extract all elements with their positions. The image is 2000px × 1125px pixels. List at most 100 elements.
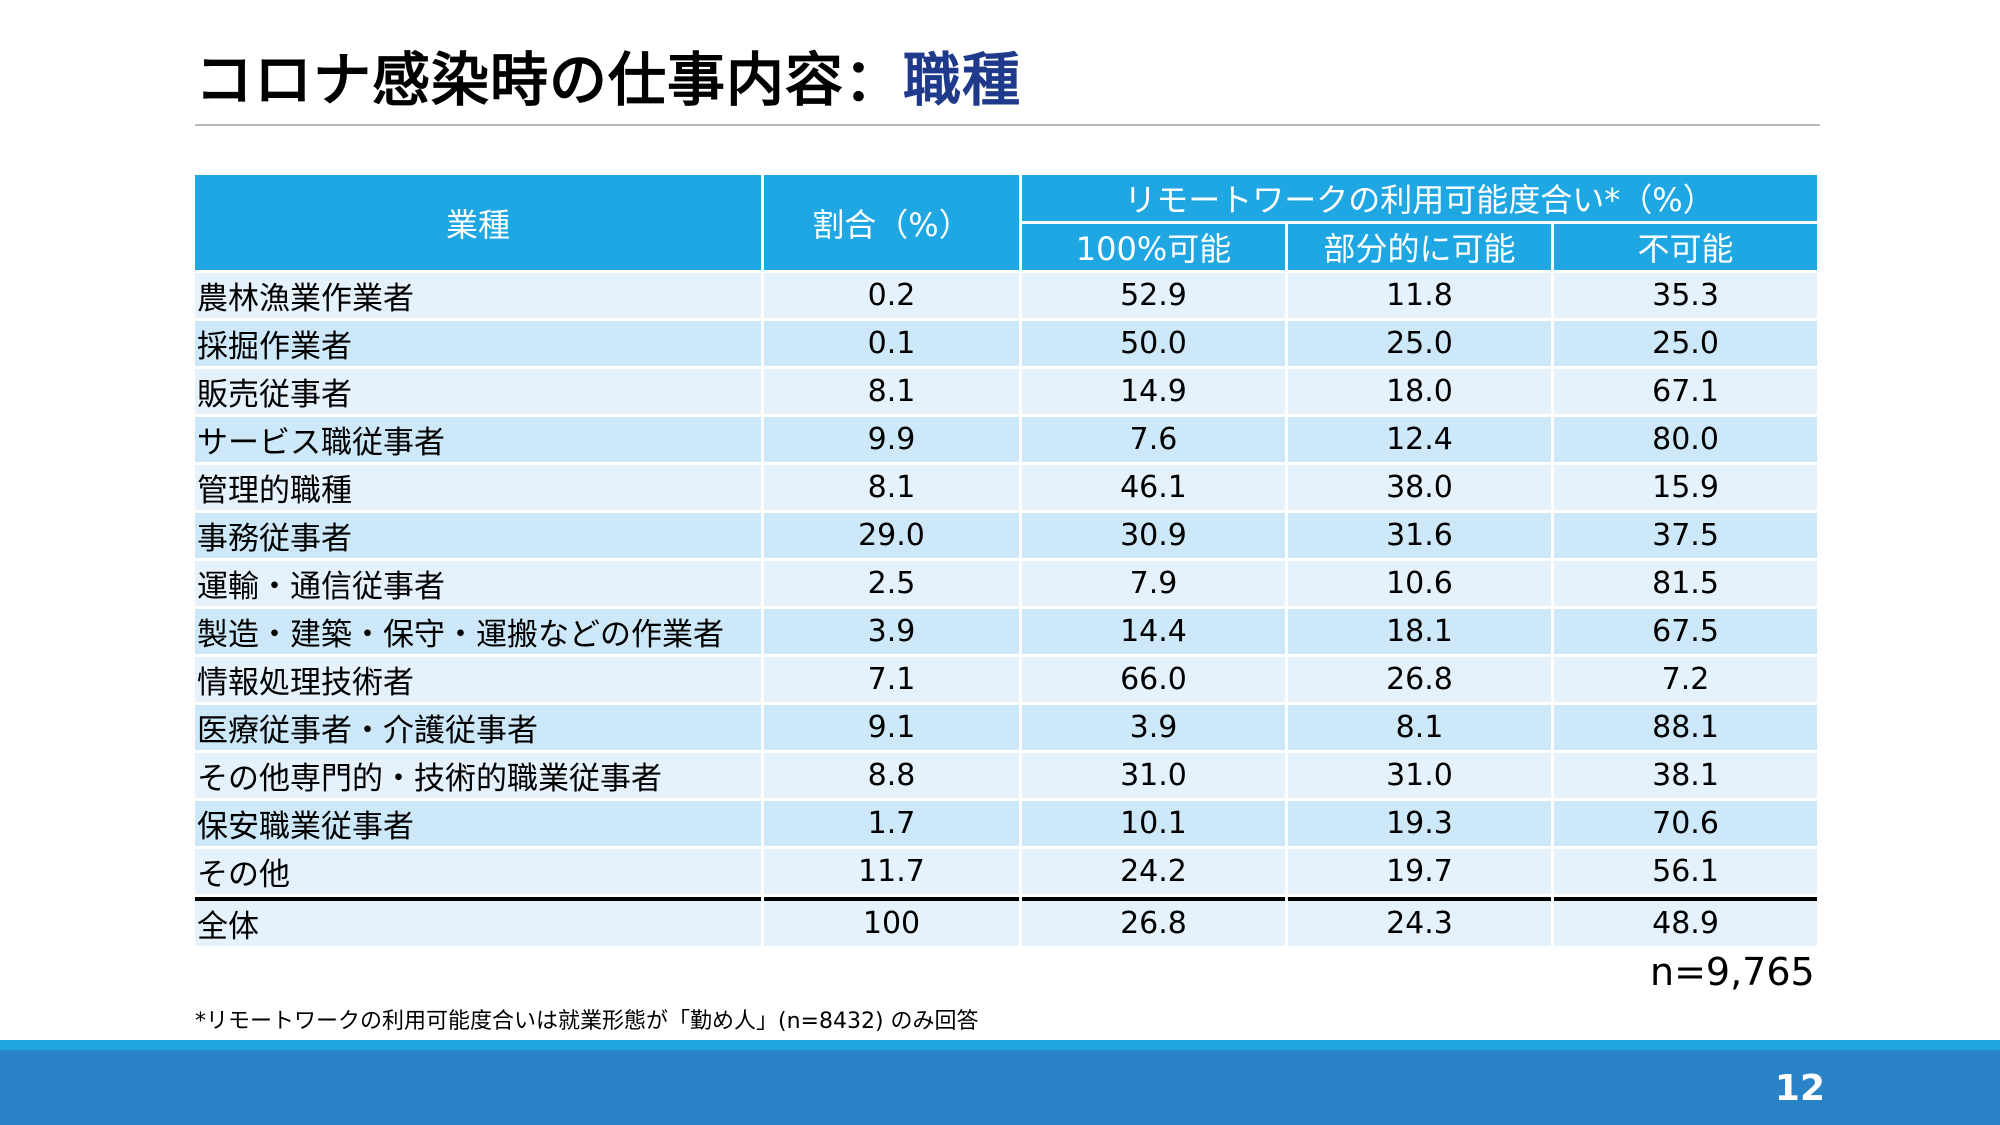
row-occupation: 事務従事者 xyxy=(195,513,761,558)
row-none: 70.6 xyxy=(1554,801,1818,846)
footer-accent-line xyxy=(0,1040,2000,1050)
row-partial: 12.4 xyxy=(1288,417,1551,462)
row-occupation: 情報処理技術者 xyxy=(195,657,761,702)
row-none: 67.1 xyxy=(1554,369,1818,414)
header-occupation: 業種 xyxy=(195,175,761,270)
row-full: 7.9 xyxy=(1022,561,1285,606)
table-row: 農林漁業作業者 0.2 52.9 11.8 35.3 xyxy=(195,273,1818,318)
table-row: サービス職従事者 9.9 7.6 12.4 80.0 xyxy=(195,417,1818,462)
row-occupation: 採掘作業者 xyxy=(195,321,761,366)
row-partial: 18.0 xyxy=(1288,369,1551,414)
header-none: 不可能 xyxy=(1554,224,1818,270)
row-ratio: 8.1 xyxy=(764,369,1019,414)
row-none: 7.2 xyxy=(1554,657,1818,702)
row-full: 10.1 xyxy=(1022,801,1285,846)
row-partial: 38.0 xyxy=(1288,465,1551,510)
row-partial: 11.8 xyxy=(1288,273,1551,318)
row-ratio: 0.1 xyxy=(764,321,1019,366)
row-partial: 24.3 xyxy=(1288,897,1551,946)
row-ratio: 100 xyxy=(764,897,1019,946)
row-occupation: 販売従事者 xyxy=(195,369,761,414)
row-ratio: 1.7 xyxy=(764,801,1019,846)
table-row: 販売従事者 8.1 14.9 18.0 67.1 xyxy=(195,369,1818,414)
footer-bar xyxy=(0,1050,2000,1125)
row-none: 37.5 xyxy=(1554,513,1818,558)
table-row-total: 全体 100 26.8 24.3 48.9 xyxy=(195,897,1818,946)
header-partial: 部分的に可能 xyxy=(1288,224,1551,270)
row-occupation: その他専門的・技術的職業従事者 xyxy=(195,753,761,798)
row-full: 14.4 xyxy=(1022,609,1285,654)
row-partial: 10.6 xyxy=(1288,561,1551,606)
row-full: 3.9 xyxy=(1022,705,1285,750)
table-row: 保安職業従事者 1.7 10.1 19.3 70.6 xyxy=(195,801,1818,846)
table-row: 事務従事者 29.0 30.9 31.6 37.5 xyxy=(195,513,1818,558)
header-full: 100%可能 xyxy=(1022,224,1285,270)
row-full: 30.9 xyxy=(1022,513,1285,558)
row-ratio: 7.1 xyxy=(764,657,1019,702)
table-row: その他 11.7 24.2 19.7 56.1 xyxy=(195,849,1818,894)
row-full: 31.0 xyxy=(1022,753,1285,798)
table-row: 管理的職種 8.1 46.1 38.0 15.9 xyxy=(195,465,1818,510)
row-ratio: 8.1 xyxy=(764,465,1019,510)
table-row: 運輸・通信従事者 2.5 7.9 10.6 81.5 xyxy=(195,561,1818,606)
row-none: 48.9 xyxy=(1554,897,1818,946)
row-full: 14.9 xyxy=(1022,369,1285,414)
row-ratio: 11.7 xyxy=(764,849,1019,894)
row-ratio: 8.8 xyxy=(764,753,1019,798)
row-partial: 31.6 xyxy=(1288,513,1551,558)
row-full: 24.2 xyxy=(1022,849,1285,894)
row-partial: 25.0 xyxy=(1288,321,1551,366)
row-occupation: 管理的職種 xyxy=(195,465,761,510)
occupation-table: 業種 割合（%） リモートワークの利用可能度合い*（%） 100%可能 部分的に… xyxy=(192,172,1820,949)
row-none: 81.5 xyxy=(1554,561,1818,606)
slide-title-main: コロナ感染時の仕事内容： xyxy=(195,46,904,114)
row-ratio: 2.5 xyxy=(764,561,1019,606)
row-none: 25.0 xyxy=(1554,321,1818,366)
row-occupation: 運輸・通信従事者 xyxy=(195,561,761,606)
row-partial: 31.0 xyxy=(1288,753,1551,798)
table-header: 業種 割合（%） リモートワークの利用可能度合い*（%） 100%可能 部分的に… xyxy=(195,175,1818,270)
page-number: 12 xyxy=(1774,1068,1825,1109)
table-row: 製造・建築・保守・運搬などの作業者 3.9 14.4 18.1 67.5 xyxy=(195,609,1818,654)
row-none: 80.0 xyxy=(1554,417,1818,462)
row-occupation: 全体 xyxy=(195,897,761,946)
row-none: 88.1 xyxy=(1554,705,1818,750)
header-remote-group: リモートワークの利用可能度合い*（%） xyxy=(1022,175,1818,221)
row-ratio: 9.9 xyxy=(764,417,1019,462)
row-occupation: 製造・建築・保守・運搬などの作業者 xyxy=(195,609,761,654)
row-partial: 8.1 xyxy=(1288,705,1551,750)
row-partial: 18.1 xyxy=(1288,609,1551,654)
row-occupation: 医療従事者・介護従事者 xyxy=(195,705,761,750)
row-none: 67.5 xyxy=(1554,609,1818,654)
row-ratio: 0.2 xyxy=(764,273,1019,318)
slide-title-accent: 職種 xyxy=(903,46,1022,114)
header-ratio: 割合（%） xyxy=(764,175,1019,270)
row-full: 50.0 xyxy=(1022,321,1285,366)
row-partial: 26.8 xyxy=(1288,657,1551,702)
slide-title: コロナ感染時の仕事内容：職種 xyxy=(195,40,1021,120)
row-none: 15.9 xyxy=(1554,465,1818,510)
row-full: 52.9 xyxy=(1022,273,1285,318)
title-divider xyxy=(195,124,1820,126)
row-full: 66.0 xyxy=(1022,657,1285,702)
row-none: 35.3 xyxy=(1554,273,1818,318)
row-partial: 19.7 xyxy=(1288,849,1551,894)
row-ratio: 29.0 xyxy=(764,513,1019,558)
table-body: 農林漁業作業者 0.2 52.9 11.8 35.3 採掘作業者 0.1 50.0 25.0 25… xyxy=(195,273,1818,946)
row-occupation: その他 xyxy=(195,849,761,894)
row-none: 56.1 xyxy=(1554,849,1818,894)
row-ratio: 9.1 xyxy=(764,705,1019,750)
table-row: その他専門的・技術的職業従事者 8.8 31.0 31.0 38.1 xyxy=(195,753,1818,798)
footnote: *リモートワークの利用可能度合いは就業形態が「勤め人」(n=8432) のみ回答 xyxy=(195,1009,979,1034)
row-full: 7.6 xyxy=(1022,417,1285,462)
row-none: 38.1 xyxy=(1554,753,1818,798)
sample-size: n=9,765 xyxy=(1650,950,1815,994)
table-row: 医療従事者・介護従事者 9.1 3.9 8.1 88.1 xyxy=(195,705,1818,750)
row-ratio: 3.9 xyxy=(764,609,1019,654)
table-row: 採掘作業者 0.1 50.0 25.0 25.0 xyxy=(195,321,1818,366)
row-full: 46.1 xyxy=(1022,465,1285,510)
row-occupation: 保安職業従事者 xyxy=(195,801,761,846)
row-full: 26.8 xyxy=(1022,897,1285,946)
row-occupation: サービス職従事者 xyxy=(195,417,761,462)
row-partial: 19.3 xyxy=(1288,801,1551,846)
